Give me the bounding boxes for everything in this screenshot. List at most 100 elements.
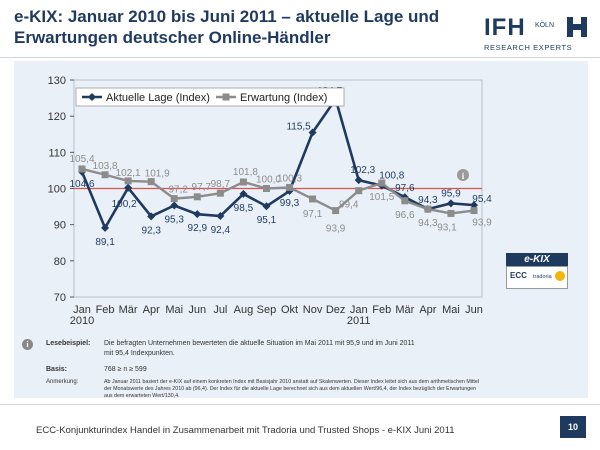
series-line-aktuelle-lage <box>80 96 475 231</box>
data-point-erwartung <box>101 171 109 179</box>
data-label-erwartung: 94,3 <box>418 218 438 229</box>
lesebeispiel-line-1: Die befragten Unternehmen bewerteten die… <box>104 340 415 347</box>
data-point-erwartung <box>401 197 409 205</box>
data-point-erwartung <box>193 193 201 201</box>
anmerkung-line-2: der Monatswerte des Jahres 2010 ab (96,4… <box>104 386 477 392</box>
data-label-erwartung: 100,0 <box>256 175 281 186</box>
legend-marker-erwartung <box>222 93 230 101</box>
legend-box <box>75 87 345 107</box>
data-point-aktuelle-lage <box>170 201 179 210</box>
data-label-erwartung: 103,8 <box>93 161 118 172</box>
chart-info-icon-glyph: i <box>462 171 465 181</box>
data-point-erwartung <box>332 207 340 215</box>
data-label-erwartung: 97,7 <box>192 182 212 193</box>
data-point-erwartung <box>262 185 270 192</box>
x-tick-label: Jun <box>188 304 206 316</box>
trusted-shops-icon <box>555 271 565 281</box>
lesebeispiel-label: Lesebeispiel: <box>46 340 91 347</box>
x-tick-label: Mai <box>442 304 460 316</box>
data-label-erwartung: 96,6 <box>395 210 415 221</box>
x-tick-label: Mär <box>395 304 414 316</box>
data-label-aktuelle-lage: 92,3 <box>141 225 161 236</box>
legend-marker-aktuelle-lage <box>88 93 96 101</box>
data-label-erwartung: 105,4 <box>69 154 94 165</box>
data-point-erwartung <box>424 205 432 213</box>
data-label-aktuelle-lage: 95,4 <box>472 194 492 205</box>
data-label-erwartung: 93,9 <box>472 218 492 229</box>
x-tick-label: Apr <box>143 304 160 316</box>
lesebeispiel-line-2: mit 95,4 Indexpunkten. <box>104 350 175 357</box>
x-tick-label: 2010 <box>70 315 94 327</box>
data-point-erwartung <box>78 165 86 173</box>
legend-label-erwartung: Erwartung (Index) <box>240 92 327 104</box>
x-tick-label: Apr <box>419 304 436 316</box>
data-point-erwartung <box>239 178 247 186</box>
data-label-aktuelle-lage: 92,9 <box>188 223 208 234</box>
data-label-erwartung: 101,5 <box>369 192 394 203</box>
x-tick-label: Nov <box>303 304 323 316</box>
legend-label-aktuelle-lage: Aktuelle Lage (Index) <box>106 92 210 104</box>
chart-info-icon <box>457 169 469 181</box>
data-point-aktuelle-lage <box>193 210 202 219</box>
data-label-aktuelle-lage: 104,6 <box>69 179 94 190</box>
x-tick-label: Jan <box>350 304 368 316</box>
y-tick-label: 130 <box>48 75 66 87</box>
anmerkung-line-3: aus dem erwarteten Wert/130,4. <box>104 393 180 399</box>
anmerkung-line-1: Ab Januar 2011 basiert der e-KIX auf ein… <box>104 379 480 385</box>
data-label-aktuelle-lage: 95,3 <box>165 214 185 225</box>
logo-sub-text: RESEARCH EXPERTS <box>484 43 573 52</box>
data-label-erwartung: 93,1 <box>437 222 457 233</box>
data-point-erwartung <box>216 189 224 197</box>
data-point-aktuelle-lage <box>101 223 110 232</box>
y-tick-label: 70 <box>54 292 66 304</box>
x-tick-label: Feb <box>96 304 115 316</box>
anmerkung-label: Anmerkung: <box>46 379 79 385</box>
data-label-aktuelle-lage: 92,4 <box>211 225 231 236</box>
data-label-erwartung: 102,1 <box>116 168 141 179</box>
data-point-aktuelle-lage <box>262 202 271 211</box>
data-label-erwartung: 101,8 <box>233 167 258 178</box>
ekix-badge: e-KIX ECC tradoria <box>506 253 568 289</box>
data-point-aktuelle-lage <box>239 189 248 198</box>
basis-text: 768 ≥ n ≥ 599 <box>104 366 147 373</box>
data-point-aktuelle-lage <box>147 212 156 221</box>
data-label-aktuelle-lage: 89,1 <box>95 237 115 248</box>
data-point-aktuelle-lage <box>216 211 225 220</box>
data-point-erwartung <box>355 187 363 195</box>
data-label-erwartung: 93,9 <box>326 224 346 235</box>
y-tick-label: 80 <box>54 256 66 268</box>
data-label-aktuelle-lage: 94,3 <box>418 195 438 206</box>
x-tick-label: Mär <box>119 304 138 316</box>
data-label-erwartung: 101,9 <box>145 169 170 180</box>
logo-main-text: IFH <box>484 14 526 41</box>
data-point-erwartung <box>378 179 386 187</box>
tradoria-logo: tradoria <box>533 274 552 280</box>
data-label-erwartung: 99,4 <box>339 200 359 211</box>
ifh-mark-icon <box>567 17 587 37</box>
x-tick-label: Sep <box>257 304 277 316</box>
data-label-erwartung: 97,1 <box>303 209 323 220</box>
footer-text: ECC-Konjunkturindex Handel in Zusammenar… <box>36 425 455 436</box>
data-point-erwartung <box>309 195 317 203</box>
data-label-aktuelle-lage: 95,1 <box>257 215 277 226</box>
data-point-erwartung <box>170 195 178 203</box>
data-point-aktuelle-lage <box>124 183 133 192</box>
logo-city-text: KÖLN <box>534 22 554 29</box>
y-tick-label: 90 <box>54 220 66 232</box>
data-label-aktuelle-lage: 99,3 <box>280 198 300 209</box>
data-point-erwartung <box>447 209 455 217</box>
data-point-aktuelle-lage <box>446 199 455 208</box>
data-point-erwartung <box>124 177 132 185</box>
x-tick-label: Jan <box>73 304 91 316</box>
page-title: e-KIX: Januar 2010 bis Juni 2011 – aktue… <box>14 7 440 47</box>
data-point-erwartung <box>147 178 155 186</box>
footer-divider <box>0 404 600 405</box>
series-line-erwartung <box>81 167 475 215</box>
x-tick-label: Jun <box>465 304 483 316</box>
data-label-aktuelle-lage: 95,9 <box>441 188 461 199</box>
info-icon: i <box>22 339 33 350</box>
x-tick-label: Feb <box>372 304 391 316</box>
ecc-logo: ECC <box>510 271 527 280</box>
data-label-erwartung: 97,2 <box>169 185 189 196</box>
data-label-erwartung: 100,3 <box>277 173 302 184</box>
